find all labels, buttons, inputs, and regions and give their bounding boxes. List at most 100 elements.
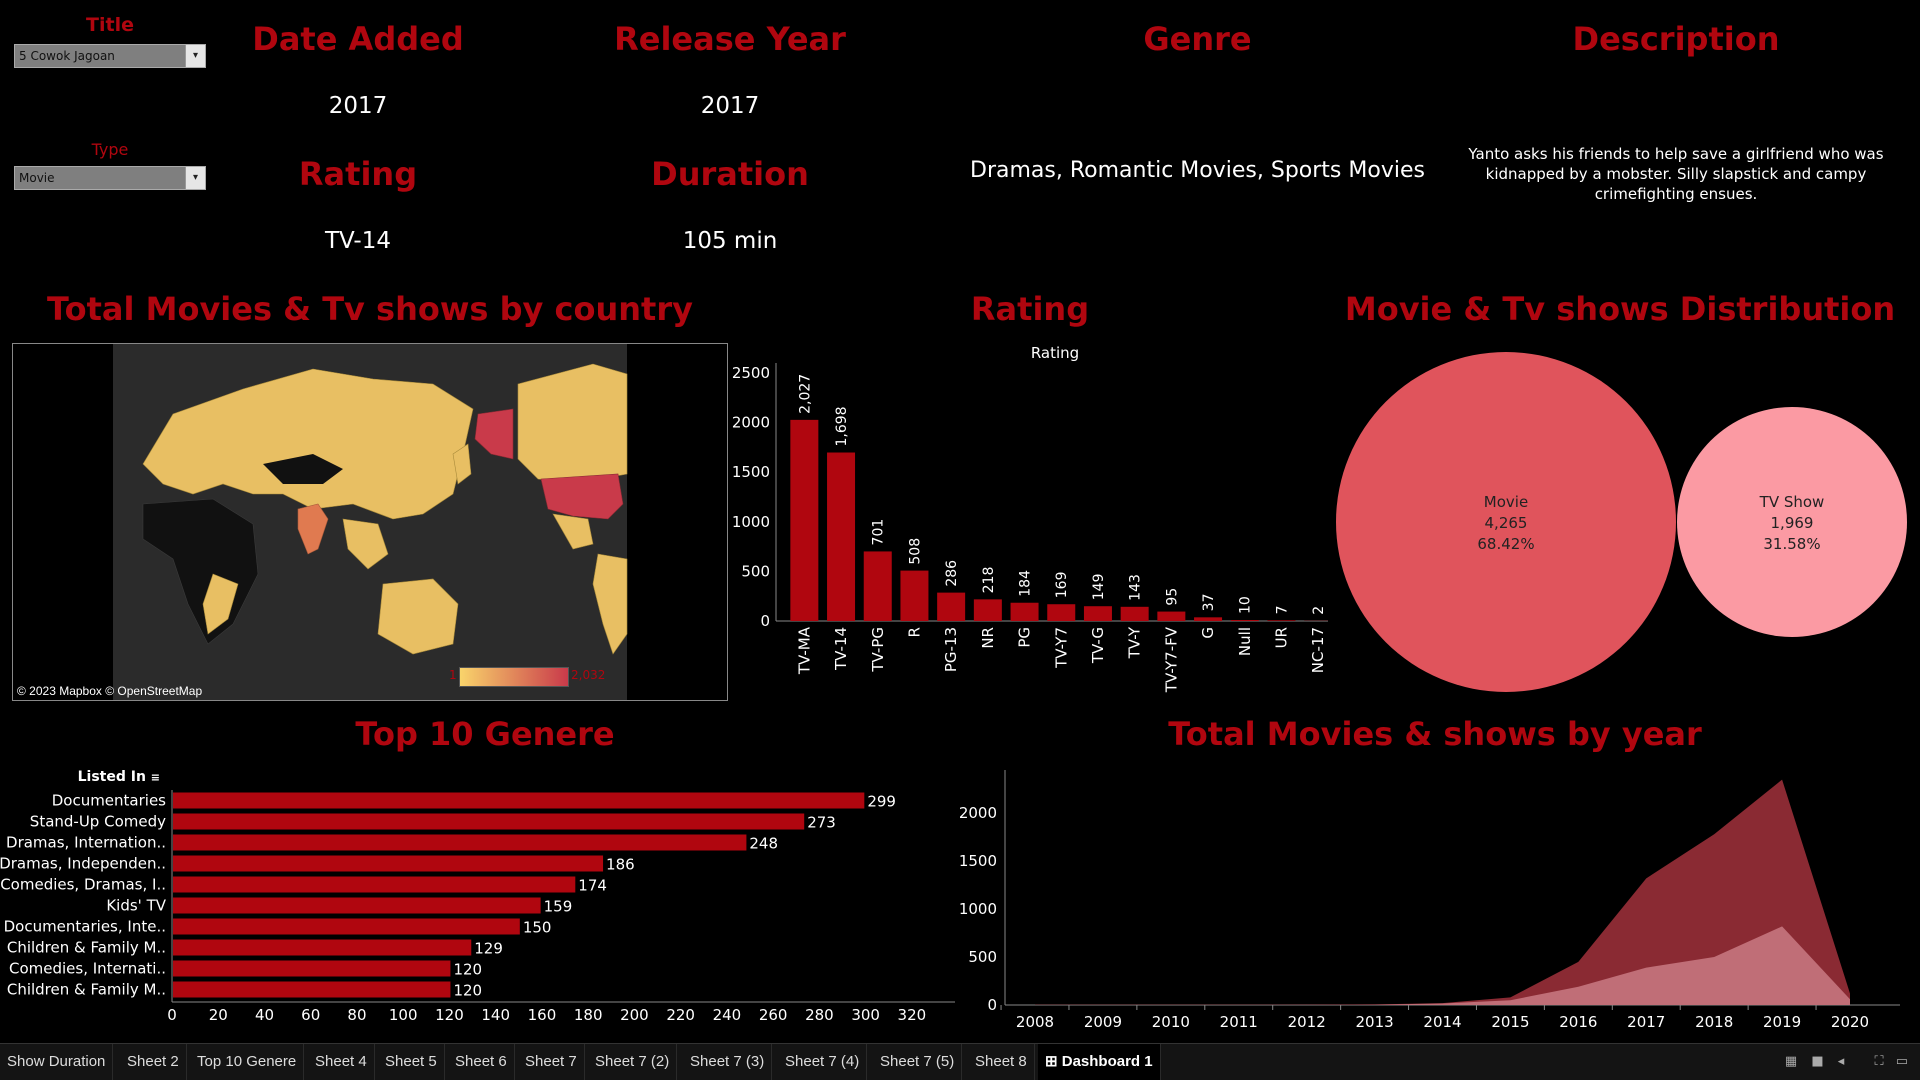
sheet-tab[interactable]: Sheet 4 [308,1044,375,1080]
rating-bar[interactable] [863,551,892,621]
rating-bar[interactable] [1010,602,1039,621]
year-x-tick: 2008 [1016,1013,1054,1031]
sheet-tab[interactable]: ⊞ Dashboard 1 [1038,1044,1161,1080]
sheet-tab[interactable]: Top 10 Genere [190,1044,305,1080]
genre-bar[interactable] [173,981,451,998]
year-area-chart[interactable]: 0 500 1000 1500 2000 2008 2009 2010 2011 2012 2013… [960,765,1910,1035]
rating-x-tick: PG-13 [942,627,960,672]
year-area-series[interactable] [1035,926,1850,1005]
type-dropdown-value: Movie [19,171,55,185]
sheet-tab[interactable]: Sheet 8 [968,1044,1035,1080]
rating-y-tick: 1500 [732,463,770,481]
bubble-tv-show[interactable] [1677,407,1907,637]
release-year-value: 2017 [700,93,760,119]
bubble-movie[interactable] [1336,352,1676,692]
rating-bar[interactable] [973,599,1002,621]
country-map[interactable]: © 2023 Mapbox © OpenStreetMap 1 2,032 [12,343,728,701]
description-heading: Description [1572,20,1780,58]
rating-x-tick: TV-MA [795,626,813,675]
genre-bar[interactable] [173,792,865,809]
bubble-tv-count: 1,969 [1771,514,1814,532]
genre-bar[interactable] [173,876,576,893]
rating-bar-label: 37 [1201,594,1217,612]
rating-bar[interactable] [1083,606,1112,621]
world-map-svg[interactable] [13,344,728,701]
distribution-bubble-chart[interactable]: Movie 4,265 68.42% TV Show 1,969 31.58% [1330,350,1910,695]
chevron-down-icon[interactable]: ▾ [185,167,205,189]
rating-bar[interactable] [1230,620,1259,621]
genre-bar[interactable] [173,813,805,830]
year-y-tick: 500 [968,948,997,966]
title-dropdown[interactable]: 5 Cowok Jagoan ▾ [14,44,206,68]
genre-bar-label: 174 [578,877,607,895]
map-title: Total Movies & Tv shows by country [47,290,693,328]
sheet-tab[interactable]: Show Duration [0,1044,114,1080]
genre-bar[interactable] [173,939,472,956]
rating-bar[interactable] [1157,611,1186,621]
year-area-series[interactable] [1035,779,1850,1005]
grid-view-icon[interactable]: ▦ [1784,1054,1798,1069]
rating-x-tick: PG [1016,627,1034,648]
fullscreen-icon[interactable]: ⛶ [1874,1054,1884,1069]
prev-icon[interactable]: ◂ [1837,1054,1845,1069]
rating-bar[interactable] [790,419,819,621]
map-eurasia [142,368,474,520]
rating-bar[interactable] [1120,606,1149,621]
year-x-tick: 2017 [1627,1013,1665,1031]
sheet-tab[interactable]: Sheet 7 (2) [588,1044,678,1080]
rating-bar[interactable] [1047,604,1076,621]
sheet-tab[interactable]: Sheet 7 (4) [778,1044,868,1080]
map-south-africa [202,573,239,635]
description-value: Yanto asks his friends to help save a gi… [1468,145,1884,203]
genre-x-tick: 180 [574,1006,603,1024]
rating-bar-label: 169 [1054,571,1070,598]
rating-bar[interactable] [827,452,856,621]
map-australia [377,578,459,655]
sheet-tab[interactable]: Sheet 2 [120,1044,187,1080]
rating-bar-label: 1,698 [834,406,850,446]
sort-icon[interactable]: ≡ [150,771,160,784]
genre-bar[interactable] [173,897,541,914]
rating-bar[interactable] [900,570,929,621]
single-view-icon[interactable]: ■ [1811,1054,1824,1069]
genre-bar[interactable] [173,855,604,872]
genre-bar[interactable] [173,918,520,935]
sheet-tab[interactable]: Sheet 7 [518,1044,585,1080]
rating-bar-label: 7 [1274,605,1290,614]
rating-y-tick: 1000 [732,513,770,531]
rating-bar-label: 184 [1018,570,1034,597]
genre-chart-header[interactable]: Listed In ≡ [60,769,160,785]
sheet-tab[interactable]: Sheet 5 [378,1044,445,1080]
rating-bar-label: 2 [1311,606,1327,615]
present-icon[interactable]: ▭ [1895,1054,1908,1069]
genre-header-label: Listed In [77,769,146,785]
rating-bar-label: 701 [871,519,887,546]
year-x-tick: 2010 [1152,1013,1190,1031]
bubble-tv-pct: 31.58% [1763,535,1820,553]
rating-x-tick: NC-17 [1309,627,1327,673]
sheet-tab[interactable]: Sheet 7 (3) [683,1044,773,1080]
genre-bar-chart[interactable]: Documentaries 299 Stand-Up Comedy 273 Dramas… [0,785,960,1030]
genre-x-tick: 140 [481,1006,510,1024]
genre-bar[interactable] [173,960,451,977]
sheet-tab[interactable]: Sheet 6 [448,1044,515,1080]
rating-bar[interactable] [937,592,966,621]
rating-bar[interactable] [1194,617,1223,621]
rating-value: TV-14 [324,228,391,254]
rating-bar-chart[interactable]: 0 500 1000 1500 2000 2500 2,027 TV-MA 1,698 TV-14… [728,355,1328,700]
type-filter-label: Type [91,140,129,159]
genre-x-tick: 100 [389,1006,418,1024]
genre-bar[interactable] [173,834,747,851]
map-india [297,503,329,555]
genre-x-tick: 200 [620,1006,649,1024]
rating-x-tick: TV-Y7-FV [1162,626,1180,693]
map-usa [540,473,624,520]
genre-bar-label: 248 [749,835,778,853]
year-y-tick: 0 [987,996,997,1014]
sheet-tab[interactable]: Sheet 7 (5) [873,1044,963,1080]
genre-bar-label: 129 [474,940,503,958]
chevron-down-icon[interactable]: ▾ [185,45,205,67]
type-dropdown[interactable]: Movie ▾ [14,166,206,190]
rating-y-tick: 2500 [732,364,770,382]
rating-bar[interactable] [1267,620,1296,621]
